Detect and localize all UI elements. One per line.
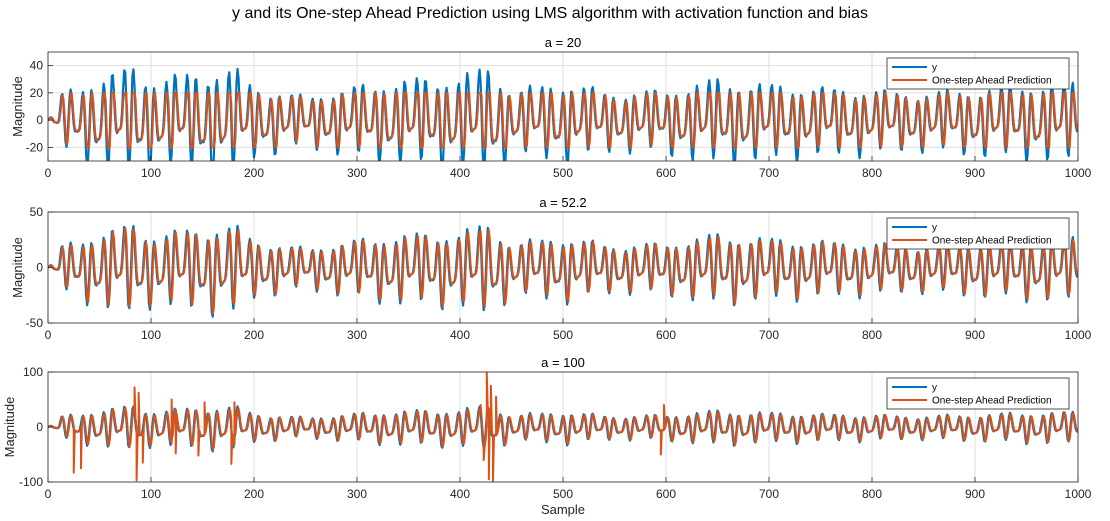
legend: y One-step Ahead Prediction — [886, 57, 1070, 90]
x-tick-label: 500 — [553, 328, 573, 342]
x-tick-label: 400 — [450, 487, 470, 501]
subplot-1: 0 100 200 300 400 500 600 700 800 900 1000-2002040… — [10, 35, 1092, 180]
subplot-title: a = 100 — [541, 355, 585, 370]
subplots: 0 100 200 300 400 500 600 700 800 900 1000-2002040… — [2, 35, 1092, 501]
series-line-prediction — [48, 227, 1078, 315]
y-tick-label: -50 — [26, 316, 44, 330]
x-tick-label: 100 — [141, 328, 161, 342]
x-tick-label: 0 — [45, 166, 52, 180]
y-axis-label: Magnitude — [10, 76, 25, 137]
x-tick-label: 600 — [656, 487, 676, 501]
legend-entry: One-step Ahead Prediction — [932, 76, 1052, 87]
series-line-prediction — [48, 372, 1078, 482]
legend-entry: y — [932, 383, 937, 394]
legend-entry: One-step Ahead Prediction — [932, 236, 1052, 247]
legend-entry: y — [932, 63, 937, 74]
legend-box — [886, 217, 1070, 250]
y-tick-label: 20 — [30, 86, 44, 100]
x-tick-label: 400 — [450, 328, 470, 342]
x-tick-label: 300 — [347, 487, 367, 501]
x-tick-label: 900 — [965, 328, 985, 342]
x-tick-label: 900 — [965, 166, 985, 180]
figure-title: y and its One-step Ahead Prediction usin… — [232, 5, 868, 22]
x-tick-label: 700 — [759, 328, 779, 342]
x-tick-label: 1000 — [1065, 166, 1092, 180]
x-tick-label: 800 — [862, 166, 882, 180]
y-tick-label: 40 — [30, 59, 44, 73]
x-tick-label: 0 — [45, 328, 52, 342]
legend-box — [886, 377, 1070, 410]
x-tick-label: 100 — [141, 166, 161, 180]
x-tick-label: 300 — [347, 166, 367, 180]
x-tick-label: 900 — [965, 487, 985, 501]
x-tick-label: 500 — [553, 166, 573, 180]
x-tick-label: 200 — [244, 166, 264, 180]
x-tick-label: 800 — [862, 487, 882, 501]
x-tick-label: 0 — [45, 487, 52, 501]
x-tick-label: 600 — [656, 328, 676, 342]
x-tick-label: 1000 — [1065, 328, 1092, 342]
x-tick-label: 500 — [553, 487, 573, 501]
x-tick-label: 200 — [244, 487, 264, 501]
x-tick-label: 700 — [759, 166, 779, 180]
x-tick-label: 100 — [141, 487, 161, 501]
x-tick-label: 200 — [244, 328, 264, 342]
x-axis-label: Sample — [541, 502, 585, 517]
y-tick-label: 0 — [36, 420, 43, 434]
subplot-3: 0 100 200 300 400 500 600 700 800 900 1000-1000100… — [2, 355, 1092, 501]
series-line-prediction — [48, 91, 1078, 149]
x-tick-label: 600 — [656, 166, 676, 180]
legend-entry: One-step Ahead Prediction — [932, 396, 1052, 407]
subplot-title: a = 52.2 — [539, 195, 586, 210]
y-axis-label: Magnitude — [2, 397, 17, 458]
subplot-title: a = 20 — [545, 35, 582, 50]
x-tick-label: 700 — [759, 487, 779, 501]
x-tick-label: 1000 — [1065, 487, 1092, 501]
legend: y One-step Ahead Prediction — [886, 217, 1070, 250]
legend-entry: y — [932, 223, 937, 234]
y-tick-label: -20 — [26, 140, 44, 154]
subplot-2: 0 100 200 300 400 500 600 700 800 900 1000-50050a … — [10, 195, 1092, 342]
legend: y One-step Ahead Prediction — [886, 377, 1070, 410]
y-tick-label: -100 — [19, 475, 43, 489]
x-tick-label: 400 — [450, 166, 470, 180]
y-tick-label: 100 — [23, 365, 43, 379]
y-tick-label: 50 — [30, 205, 44, 219]
x-tick-label: 800 — [862, 328, 882, 342]
y-axis-label: Magnitude — [10, 237, 25, 298]
y-tick-label: 0 — [36, 113, 43, 127]
y-tick-label: 0 — [36, 261, 43, 275]
legend-box — [886, 57, 1070, 90]
x-tick-label: 300 — [347, 328, 367, 342]
